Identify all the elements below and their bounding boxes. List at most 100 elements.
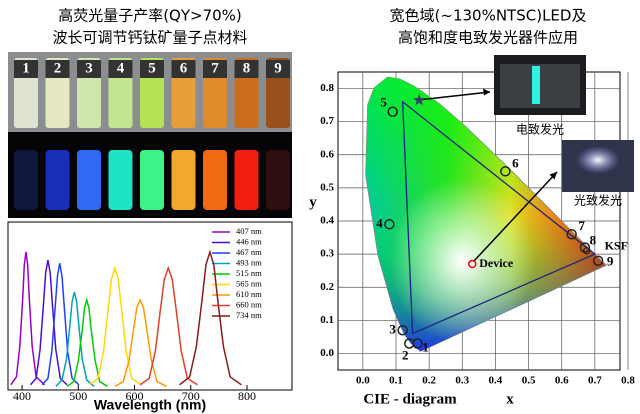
vial-glow [14, 150, 38, 210]
left-subtitle: 波长可调节钙钛矿量子点材料 [52, 29, 247, 47]
point-label: 2 [402, 347, 409, 362]
device-label: Device [479, 256, 514, 270]
x-tick-label: 700 [182, 389, 200, 403]
y-tick-label: 0.0 [320, 347, 334, 359]
x-tick-label: 0.6 [555, 375, 569, 387]
x-tick-label: 0.0 [356, 375, 370, 387]
x-axis-label: x [506, 391, 514, 407]
spectrum-line [55, 291, 95, 387]
legend-label: 515 nm [236, 268, 262, 278]
y-tick-label: 0.4 [320, 215, 334, 227]
y-tick-label: 0.7 [320, 115, 334, 127]
x-tick-label: 0.4 [489, 375, 503, 387]
white-point-shade [365, 77, 607, 352]
vial-glow [45, 150, 70, 210]
charts: 400 500 600 700 800 Wavelength (nm) 407 nm446 … [10, 82, 635, 413]
spectrum-line [29, 259, 68, 386]
vial-label-strip [234, 60, 259, 78]
legend-label: 493 nm [236, 257, 262, 267]
arrow [417, 91, 491, 101]
vial-label-strip [266, 60, 290, 78]
vial-glow [140, 150, 164, 210]
arrow-head [483, 88, 490, 96]
point [500, 166, 511, 177]
right-subtitle: 高饱和度电致发光器件应用 [398, 29, 578, 47]
ksf-point [582, 247, 591, 255]
x-tick-label: 0.3 [455, 375, 469, 387]
y-tick-label: 0.8 [320, 82, 334, 94]
point-label: 5 [380, 95, 387, 110]
x-tick-label: 0.2 [422, 375, 436, 387]
point-label: 7 [578, 218, 585, 233]
cie-background [337, 71, 629, 371]
vial-label: 3 [85, 60, 93, 76]
spectrum-line [89, 265, 142, 386]
point-label: 9 [607, 254, 614, 269]
point-label: 1 [422, 339, 429, 354]
vial-label: 1 [22, 60, 30, 76]
vial-label-strip [108, 60, 133, 78]
ksf-label: KSF [605, 239, 628, 253]
point-label: 4 [376, 215, 383, 230]
inset-caption: 电致发光 [516, 122, 564, 137]
vial-glow [234, 150, 259, 210]
vial-glow [203, 150, 227, 210]
point [592, 255, 604, 266]
point [387, 106, 398, 117]
y-tick-label: 0.1 [320, 314, 334, 326]
vial-label: 2 [54, 60, 62, 76]
spectrum-line [41, 263, 80, 386]
arrow-head [549, 172, 557, 180]
x-tick-label: 0.8 [621, 375, 635, 387]
point [404, 338, 415, 349]
vial-label-strip [77, 60, 101, 78]
vial-glow [77, 150, 101, 210]
x-tick-label: 0.1 [389, 375, 403, 387]
vial-label-strip [45, 60, 70, 78]
pl-emission [576, 146, 620, 174]
vial-glow [266, 150, 290, 210]
left-title: 高荧光量子产率(QY>70%) [58, 7, 242, 25]
spectrum-line [114, 298, 167, 388]
point [579, 242, 591, 253]
vial-label: 9 [274, 60, 282, 76]
y-axis-label: y [309, 194, 317, 210]
legend-label: 565 nm [236, 278, 262, 288]
y-tick-label: 0.2 [320, 281, 334, 293]
spectrum-line [66, 297, 108, 388]
vial-label: 6 [180, 60, 188, 76]
star-point [413, 93, 426, 106]
vial-label: 7 [211, 60, 219, 76]
vial-label-strip [140, 60, 164, 78]
point-label: 8 [590, 232, 597, 247]
spectrum-line [10, 251, 46, 386]
x-tick-label: 400 [13, 389, 31, 403]
point [384, 219, 395, 230]
right-title: 宽色域(~130%NTSC)LED及 [390, 7, 587, 25]
point [397, 325, 408, 336]
legend-label: 660 nm [236, 299, 262, 309]
spectrum-line [179, 249, 242, 386]
point-label: 3 [389, 321, 396, 336]
legend-label: 467 nm [236, 247, 262, 257]
gamut-triangle [401, 100, 597, 335]
vial-label: 5 [148, 60, 156, 76]
inset-caption: 光致发光 [574, 193, 622, 208]
x-tick-label: 0.5 [522, 375, 536, 387]
vial-label-strip [203, 60, 227, 78]
x-tick-label: 600 [126, 389, 144, 403]
y-tick-label: 0.3 [320, 248, 334, 260]
vial-label-strip [171, 60, 196, 78]
legend-label: 610 nm [236, 289, 262, 299]
x-tick-label: 500 [69, 389, 87, 403]
vial-label: 4 [117, 60, 125, 76]
device-point [467, 259, 477, 269]
point-label: 6 [512, 155, 519, 170]
legend-label: 734 nm [236, 310, 262, 320]
axis-caption: CIE - diagram [363, 391, 457, 407]
x-tick-label: 800 [238, 389, 256, 403]
legend-label: 407 nm [236, 226, 262, 236]
vial-label: 8 [243, 60, 251, 76]
vial-label-strip [14, 60, 38, 78]
vial-glow [171, 150, 196, 210]
